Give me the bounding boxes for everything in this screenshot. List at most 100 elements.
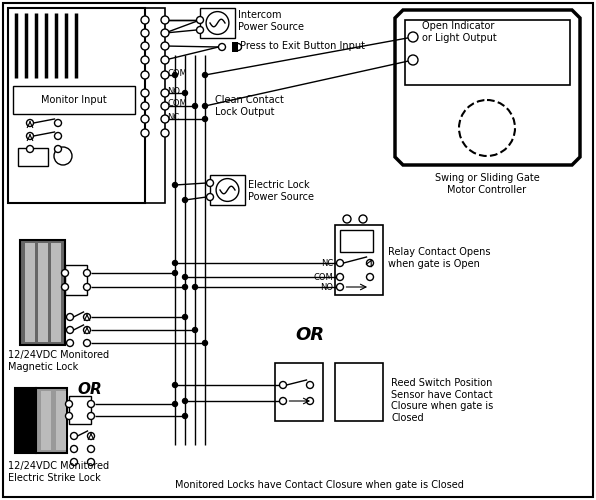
Circle shape	[219, 44, 225, 51]
Circle shape	[161, 102, 169, 110]
Circle shape	[367, 260, 374, 266]
Circle shape	[83, 284, 91, 290]
Bar	[51, 243, 61, 342]
Text: NC: NC	[167, 114, 179, 122]
Bar	[15, 388, 36, 453]
Text: NC: NC	[321, 258, 333, 268]
Circle shape	[459, 100, 515, 156]
Text: OR: OR	[296, 326, 325, 344]
Bar	[13, 86, 135, 114]
Circle shape	[83, 326, 91, 334]
Bar	[405, 20, 570, 85]
Circle shape	[161, 16, 169, 24]
Circle shape	[337, 260, 343, 266]
Circle shape	[141, 89, 149, 97]
Circle shape	[182, 414, 188, 418]
Circle shape	[161, 71, 169, 79]
Circle shape	[161, 42, 169, 50]
Bar	[210, 175, 245, 205]
Text: NO: NO	[167, 86, 180, 96]
Circle shape	[172, 270, 178, 276]
Bar	[36, 388, 67, 453]
Circle shape	[203, 104, 207, 108]
Circle shape	[359, 215, 367, 223]
Circle shape	[408, 32, 418, 42]
Circle shape	[161, 56, 169, 64]
Text: OR: OR	[77, 382, 103, 398]
Circle shape	[141, 115, 149, 123]
Circle shape	[83, 270, 91, 276]
Circle shape	[141, 16, 149, 24]
Circle shape	[203, 72, 207, 78]
Text: NO: NO	[320, 282, 333, 292]
Circle shape	[182, 90, 188, 96]
Text: COM: COM	[167, 100, 187, 108]
Text: Relay Contact Opens
when gate is Open: Relay Contact Opens when gate is Open	[388, 247, 491, 268]
Circle shape	[141, 102, 149, 110]
Circle shape	[280, 382, 287, 388]
Circle shape	[26, 132, 33, 140]
Circle shape	[193, 284, 197, 290]
Text: Swing or Sliding Gate
Motor Controller: Swing or Sliding Gate Motor Controller	[434, 173, 539, 195]
Circle shape	[197, 26, 203, 34]
Circle shape	[54, 132, 61, 140]
Bar	[200, 8, 235, 38]
Circle shape	[182, 398, 188, 404]
Bar	[145, 8, 165, 203]
Circle shape	[343, 215, 351, 223]
Circle shape	[141, 71, 149, 79]
Circle shape	[197, 16, 203, 24]
Circle shape	[141, 56, 149, 64]
Circle shape	[172, 182, 178, 188]
Bar	[335, 225, 383, 295]
Circle shape	[161, 115, 169, 123]
Circle shape	[172, 402, 178, 406]
Text: COM: COM	[167, 68, 187, 78]
Circle shape	[61, 284, 69, 290]
Bar	[275, 363, 323, 421]
Circle shape	[337, 284, 343, 290]
Circle shape	[54, 120, 61, 126]
Circle shape	[203, 116, 207, 121]
Circle shape	[280, 398, 287, 404]
Text: Intercom
Power Source: Intercom Power Source	[238, 10, 304, 32]
Circle shape	[70, 432, 77, 440]
Circle shape	[182, 284, 188, 290]
Bar	[335, 363, 383, 421]
Circle shape	[70, 458, 77, 466]
Circle shape	[141, 29, 149, 37]
Bar	[56, 391, 66, 450]
Circle shape	[206, 180, 213, 186]
Circle shape	[66, 400, 73, 407]
Circle shape	[408, 55, 418, 65]
Bar	[41, 391, 51, 450]
Bar	[8, 8, 145, 203]
Circle shape	[83, 340, 91, 346]
Circle shape	[161, 89, 169, 97]
Circle shape	[216, 178, 239, 202]
Circle shape	[54, 146, 61, 152]
Circle shape	[83, 314, 91, 320]
Circle shape	[161, 129, 169, 137]
Circle shape	[26, 120, 33, 126]
Bar	[69, 396, 91, 424]
Circle shape	[26, 146, 33, 152]
Circle shape	[88, 432, 95, 440]
Text: 12/24VDC Monitored
Magnetic Lock: 12/24VDC Monitored Magnetic Lock	[8, 350, 109, 372]
Text: Reed Switch Position
Sensor have Contact
Closure when gate is
Closed: Reed Switch Position Sensor have Contact…	[391, 378, 493, 423]
Circle shape	[88, 400, 95, 407]
Bar	[18, 148, 48, 166]
Circle shape	[306, 382, 313, 388]
Circle shape	[306, 398, 313, 404]
Text: Monitor Input: Monitor Input	[41, 95, 107, 105]
Circle shape	[61, 270, 69, 276]
Circle shape	[203, 340, 207, 345]
Circle shape	[54, 147, 72, 165]
Polygon shape	[395, 10, 580, 165]
Circle shape	[234, 44, 241, 51]
Circle shape	[67, 314, 73, 320]
Circle shape	[193, 104, 197, 108]
Circle shape	[206, 12, 229, 34]
Circle shape	[193, 328, 197, 332]
Text: Clean Contact
Lock Output: Clean Contact Lock Output	[215, 95, 284, 116]
